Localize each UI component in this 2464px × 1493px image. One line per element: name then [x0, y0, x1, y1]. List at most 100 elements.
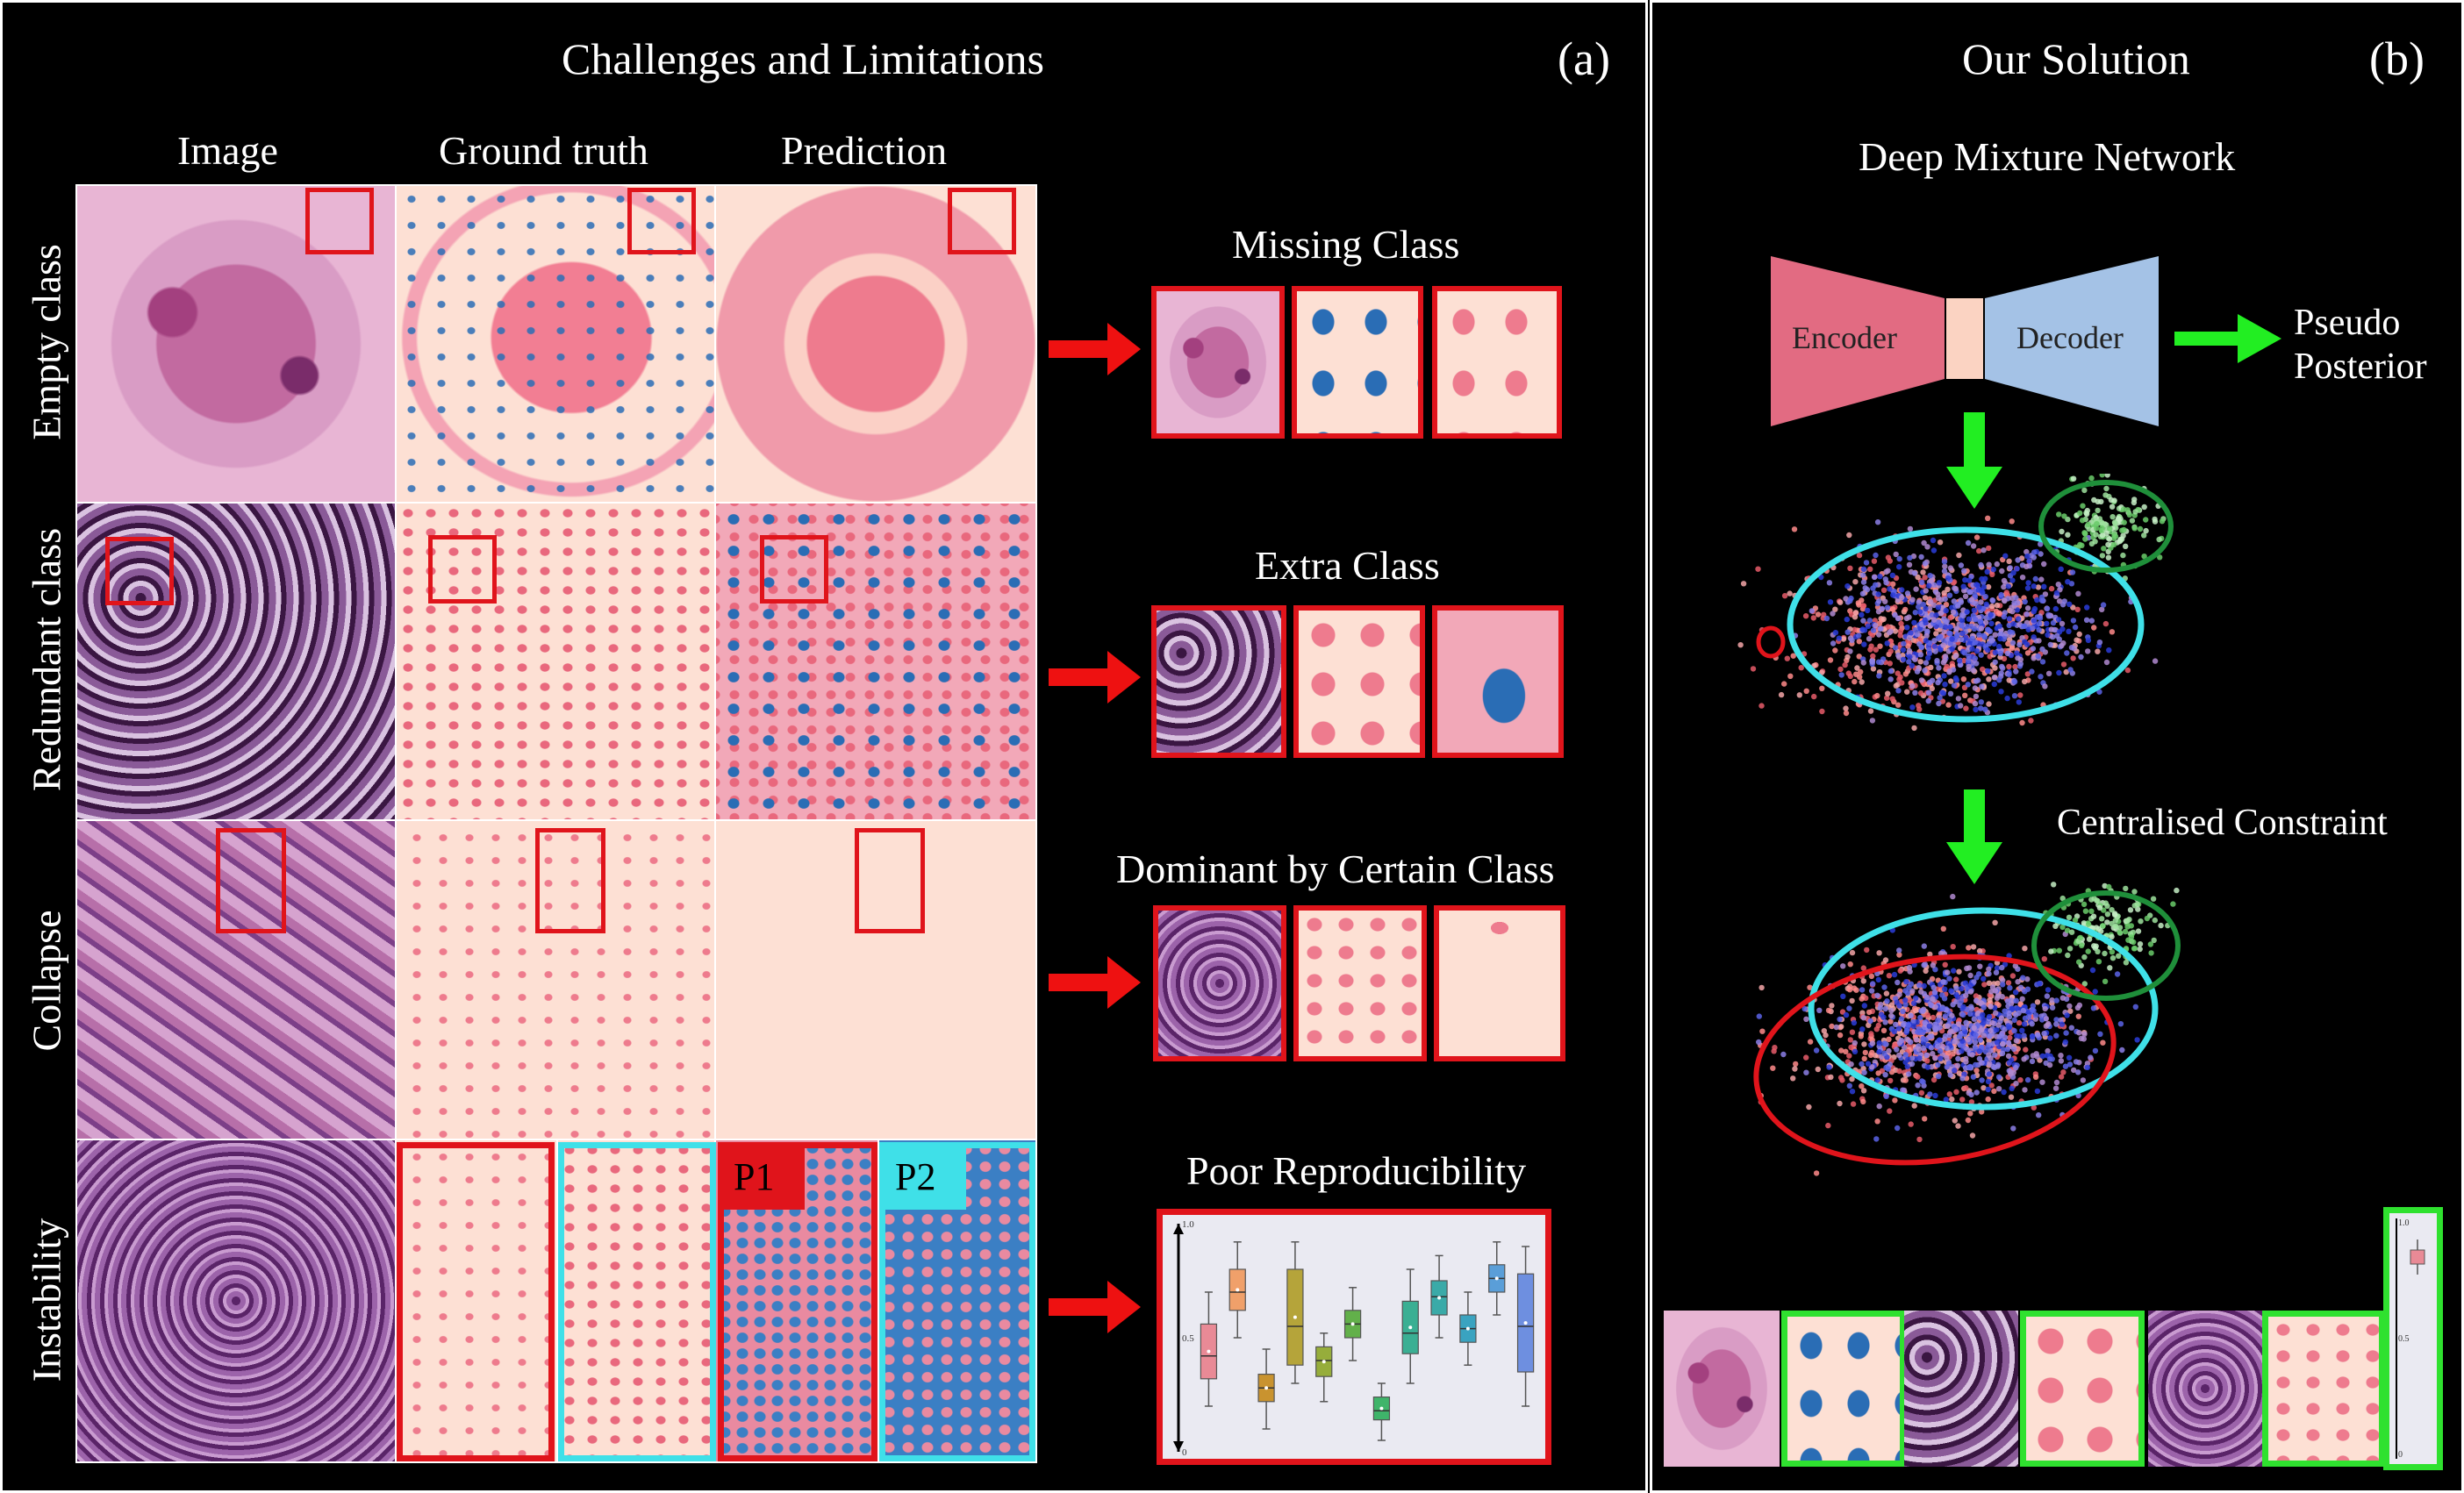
bottleneck-shape [1946, 298, 1983, 379]
crop-extra-gt [1293, 605, 1425, 758]
tile-gt-row4b [558, 1140, 714, 1461]
issue-label-poor-reproducibility: Poor Reproducibility [1186, 1148, 1527, 1193]
p2-label: P2 [895, 1155, 936, 1198]
tile-gt-row3 [397, 821, 714, 1139]
output-arrow [2174, 314, 2281, 363]
b-mini-tick-top: 1.0 [2398, 1218, 2410, 1228]
issue-label-dominant: Dominant by Certain Class [1116, 847, 1555, 891]
b-mini-boxplot: 1.0 0.5 0 [2396, 1218, 2425, 1460]
b-crop-image-2 [1904, 1311, 2018, 1467]
crop-dominant-image [1153, 905, 1286, 1061]
b-mini-tick-mid: 0.5 [2398, 1334, 2410, 1344]
boxplot-mean-dot [1207, 1349, 1211, 1354]
constraint-label: Centralised Constraint [2057, 803, 2388, 843]
highlight-box-image-row3 [216, 828, 286, 933]
highlight-box-pred-row2 [760, 535, 828, 604]
highlight-box-gt-row4b [558, 1142, 716, 1461]
panel-a [0, 0, 1648, 1493]
tile-pred-row1 [716, 186, 1035, 502]
highlight-box-pred-p2 [879, 1142, 1035, 1461]
b-mini-box [2410, 1249, 2425, 1265]
tile-gt-row2 [397, 504, 714, 819]
boxplot-mean-dot [1293, 1315, 1297, 1319]
tile-image-row4 [77, 1140, 395, 1461]
row-label-empty-class: Empty class [24, 244, 69, 440]
latent-scatter-before [1737, 474, 2174, 732]
panel-a-title: Challenges and Limitations [562, 34, 1044, 83]
boxplot-mean-dot [1437, 1296, 1442, 1300]
col-header-image: Image [177, 128, 278, 173]
boxplot-mean-dot [1236, 1288, 1240, 1292]
boxplot-axis-arrow-bottom [1173, 1441, 1184, 1452]
highlight-box-pred-row3 [855, 828, 925, 933]
highlight-box-pred-p1 [718, 1142, 877, 1461]
b-crop-image-3 [2148, 1311, 2262, 1467]
red-arrow-1 [1049, 323, 1141, 375]
b-crop-pred-2 [2020, 1311, 2145, 1467]
red-arrows [1049, 323, 1141, 1333]
tile-pred-row3 [716, 821, 1035, 1139]
reproducibility-boxplot: 1.0 0.5 0 [1173, 1219, 1535, 1458]
crop-dominant-gt [1293, 905, 1427, 1061]
boxplot-mean-dot [1494, 1276, 1499, 1281]
encoder-label: Encoder [1792, 320, 1897, 355]
b-mini-tick-bottom: 0 [2398, 1450, 2403, 1460]
boxplot-mean-dot [1264, 1386, 1269, 1390]
cluster-ellipse-green [2038, 480, 2174, 573]
boxplot-mean-dot [1523, 1321, 1528, 1325]
issue-label-extra-class: Extra Class [1255, 543, 1440, 588]
encoder-decoder-diagram [1771, 256, 2281, 426]
boxplot-mean-dot [1408, 1325, 1413, 1330]
crop-extra-image [1151, 605, 1286, 758]
red-arrow-3 [1049, 956, 1141, 1009]
boxplot-tick-label: 1.0 [1182, 1219, 1194, 1230]
decoder-label: Decoder [2016, 320, 2124, 355]
panel-b-title: Our Solution [1962, 34, 2190, 83]
issue-label-missing-class: Missing Class [1232, 222, 1460, 267]
tile-image-row1 [77, 186, 395, 502]
boxplot-frame [1157, 1209, 1551, 1465]
output-label-line2: Posterior [2294, 346, 2427, 387]
boxplot-tick-label: 0 [1182, 1447, 1187, 1458]
red-arrow-2 [1049, 651, 1141, 704]
highlight-box-gt-row3 [535, 828, 605, 933]
cluster-ellipse-green [2031, 890, 2181, 1001]
network-title: Deep Mixture Network [1859, 134, 2236, 179]
gt-nuclei-overlay [397, 186, 714, 502]
tile-gt-row1 [397, 186, 714, 502]
p2-label-bg [885, 1148, 966, 1210]
p1-label-bg [724, 1148, 805, 1210]
down-arrow-2 [1946, 789, 2002, 884]
b-crop-pred-1 [1781, 1311, 1906, 1467]
latent-scatter-after [1753, 882, 2181, 1176]
decoder-shape [1985, 256, 2159, 426]
red-arrow-4 [1049, 1281, 1141, 1333]
b-crop-image-1 [1664, 1311, 1780, 1467]
cluster-ellipse-cyan [1808, 907, 2159, 1111]
crop-dominant-pred [1434, 905, 1565, 1061]
output-label-line1: Pseudo [2294, 303, 2401, 343]
boxplot-mean-dot [1322, 1360, 1326, 1364]
scatter-points [1737, 474, 2167, 732]
boxplot-mean-dot [1465, 1326, 1470, 1331]
row-label-redundant-class: Redundant class [24, 527, 69, 792]
crop-missing-gt [1292, 286, 1423, 439]
panel-a-tag: (a) [1558, 32, 1610, 85]
down-arrow-1 [1946, 412, 2002, 509]
boxplot-mean-dot [1350, 1322, 1355, 1326]
highlight-box-gt-row4a [397, 1142, 555, 1461]
boxplot-tick-label: 0.5 [1182, 1333, 1194, 1344]
down-arrows [1946, 412, 2002, 884]
tile-pred-row2 [716, 504, 1035, 819]
b-crop-pred-3 [2262, 1311, 2385, 1467]
row-label-collapse: Collapse [24, 910, 69, 1052]
highlight-box-image-row2 [105, 537, 174, 605]
panel-b-tag: (b) [2369, 32, 2425, 85]
crop-missing-pred [1432, 286, 1562, 439]
cluster-ellipse-red-small [1756, 625, 1786, 659]
crop-extra-pred [1432, 605, 1564, 758]
col-header-ground-truth: Ground truth [439, 128, 648, 173]
row-label-instability: Instability [24, 1218, 69, 1382]
tile-image-row3 [77, 821, 395, 1139]
tile-image-row2 [77, 504, 395, 819]
